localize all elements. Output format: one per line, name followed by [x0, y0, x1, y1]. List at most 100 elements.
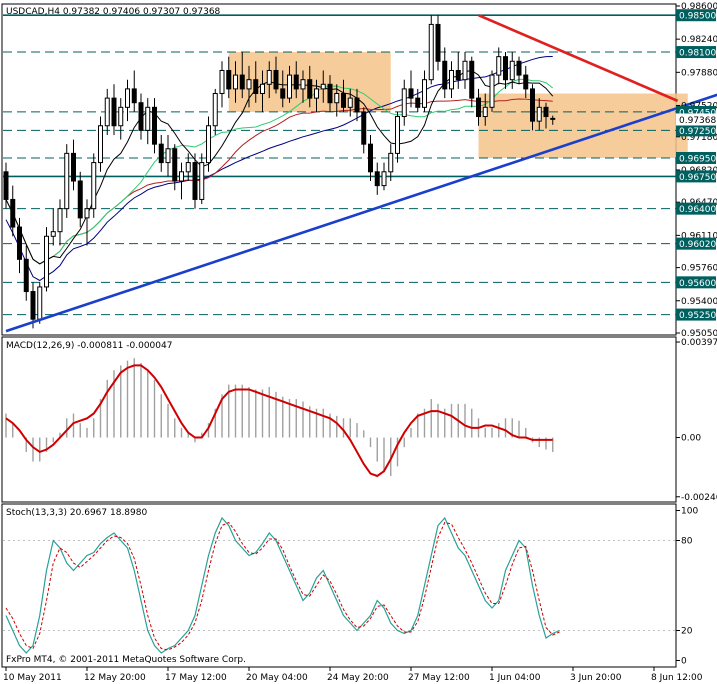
candle-body-36 [246, 79, 252, 90]
candle-body-27 [185, 162, 191, 173]
candle-body-53 [361, 111, 367, 145]
candle-body-72 [489, 74, 495, 108]
candle-0 [3, 162, 9, 209]
macd-signal-line [5, 364, 553, 478]
candle-body-21 [145, 106, 151, 131]
candle-42 [287, 65, 292, 103]
macd-tick-label-1: 0.00 [681, 434, 701, 444]
candle-body-14 [98, 125, 103, 164]
candle-71 [482, 93, 488, 126]
candle-20 [138, 93, 144, 140]
candle-74 [503, 52, 508, 89]
price-tick-label-7: 0.96110 [681, 231, 717, 241]
price-tick-label-10: 0.95050 [681, 329, 717, 339]
candle-77 [523, 65, 529, 99]
candle-10 [71, 139, 76, 191]
candle-50 [341, 79, 346, 112]
candle-37 [253, 61, 259, 103]
candle-body-25 [172, 148, 178, 182]
candle-body-4 [30, 291, 36, 320]
stoch-main-line [5, 516, 560, 654]
current-price-tag [676, 113, 716, 126]
candle-70 [476, 88, 481, 126]
level-price-label-8: 0.95600 [679, 279, 716, 289]
candle-81 [550, 115, 556, 125]
stoch-tick-label-2: 20 [681, 627, 693, 637]
level-price-label-6: 0.96400 [679, 205, 716, 215]
candle-body-58 [395, 116, 400, 154]
candle-22 [152, 98, 157, 154]
candle-39 [266, 61, 272, 99]
candle-body-71 [482, 106, 488, 118]
candle-28 [192, 153, 198, 209]
candle-body-35 [239, 74, 245, 90]
level-price-label-3: 0.97250 [679, 127, 716, 137]
candle-8 [57, 199, 63, 246]
candle-43 [293, 61, 299, 99]
x-tick-label-6: 1 Jun 04:00 [489, 673, 541, 683]
candle-66 [449, 61, 454, 99]
candle-body-66 [449, 69, 454, 90]
candle-41 [280, 70, 286, 108]
stoch-label: Stoch(13,3,3) 20.6967 18.8980 [6, 508, 147, 518]
level-price-tag-6 [676, 202, 716, 215]
candle-40 [273, 56, 279, 94]
candle-69 [469, 56, 475, 108]
candle-13 [91, 153, 97, 218]
copyright: FxPro MT4, © 2001-2011 MetaQuotes Softwa… [6, 655, 246, 665]
candle-4 [30, 282, 36, 329]
candle-61 [415, 88, 421, 112]
candle-62 [422, 70, 427, 112]
candle-38 [260, 70, 265, 112]
x-tick-label-1: 12 May 20:00 [84, 673, 146, 683]
candle-body-7 [50, 231, 56, 237]
level-price-label-9: 0.95250 [679, 311, 716, 321]
candle-body-23 [158, 143, 164, 164]
candle-body-74 [503, 56, 508, 81]
ma-black-line [5, 69, 554, 265]
candle-body-45 [307, 79, 313, 99]
candle-body-55 [374, 171, 380, 187]
candle-29 [199, 153, 205, 205]
candle-44 [300, 70, 306, 103]
candle-body-26 [179, 171, 184, 182]
level-price-label-4: 0.96950 [679, 154, 716, 164]
candle-body-20 [138, 102, 144, 131]
candle-2 [17, 217, 22, 274]
price-pane: USDCAD,H4 0.97382 0.97406 0.97307 0.9736… [1, 2, 717, 339]
candle-47 [320, 70, 326, 103]
candle-12 [84, 199, 90, 246]
candle-11 [77, 171, 83, 228]
candle-24 [165, 134, 171, 177]
candle-body-19 [131, 88, 137, 104]
candle-body-76 [516, 60, 522, 76]
candle-3 [23, 245, 29, 301]
candle-49 [334, 84, 340, 117]
stoch-tick-label-1: 80 [681, 537, 693, 547]
price-tick-label-9: 0.95400 [681, 297, 717, 307]
candle-body-50 [341, 93, 346, 108]
macd-tick-label-0: 0.003974 [681, 338, 717, 348]
candle-63 [428, 15, 434, 85]
candle-45 [307, 65, 313, 108]
candle-34 [233, 61, 238, 103]
ma-navy-line [5, 55, 553, 282]
candle-body-12 [84, 208, 90, 219]
level-price-tag-5 [676, 170, 716, 183]
candle-body-34 [233, 74, 238, 90]
level-price-tag-4 [676, 151, 716, 164]
candle-59 [401, 79, 407, 126]
x-tick-label-4: 24 May 20:00 [327, 673, 389, 683]
x-axis: 10 May 2011 12 May 20:00 17 May 12:00 20 Ma… [3, 667, 703, 683]
candle-51 [347, 88, 353, 117]
candle-body-67 [455, 69, 461, 81]
candle-body-38 [260, 83, 265, 95]
candle-body-31 [212, 93, 218, 127]
ma-green-line [5, 78, 554, 265]
candle-76 [516, 56, 522, 85]
candle-80 [543, 102, 549, 129]
candle-body-37 [253, 79, 259, 95]
candle-46 [314, 79, 319, 112]
candle-body-43 [293, 74, 299, 90]
candle-30 [206, 116, 211, 172]
